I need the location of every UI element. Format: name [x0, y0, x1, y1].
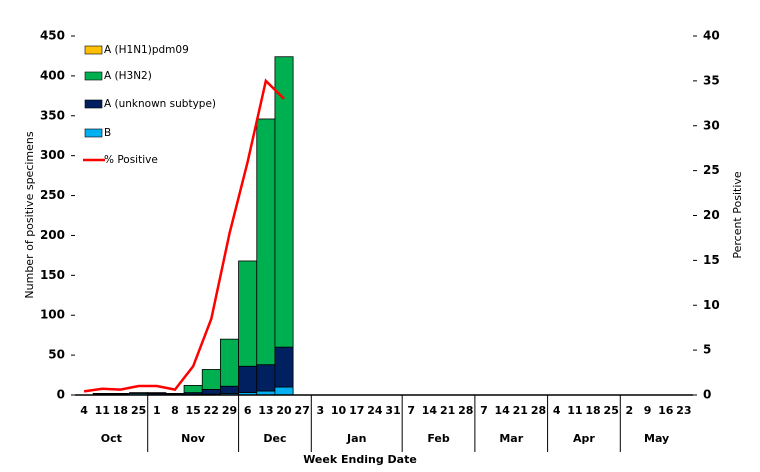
x-tick-label: 1: [153, 404, 161, 417]
x-tick-label: 9: [644, 404, 652, 417]
bar-segment: [129, 392, 149, 394]
x-tick-label: 28: [531, 404, 546, 417]
bar-segment: [256, 364, 276, 392]
legend-swatch: [84, 45, 103, 55]
bar-segment: [274, 386, 294, 396]
bar-segment: [238, 365, 258, 394]
bar-segment: [147, 392, 167, 394]
bar-segment: [220, 385, 239, 394]
x-tick-label: 2: [626, 404, 634, 417]
y-tick-label: 100: [40, 308, 65, 322]
bar-segment: [274, 56, 294, 348]
bar-segment: [274, 346, 294, 388]
y2-tick-label: 20: [703, 208, 720, 222]
x-tick-label: 14: [494, 404, 510, 417]
x-group-label: Apr: [573, 432, 595, 445]
legend-swatch: [84, 128, 103, 138]
legend-label: A (H3N2): [104, 70, 152, 82]
x-tick-label: 29: [222, 404, 237, 417]
y2-tick-label: 35: [703, 73, 720, 87]
x-group-label: May: [644, 432, 669, 445]
x-tick-label: 14: [422, 404, 438, 417]
x-group-label: Oct: [101, 432, 122, 445]
y-tick-label: 200: [40, 228, 65, 242]
legend-swatch: [84, 71, 103, 81]
bar-segment: [201, 369, 221, 390]
x-tick-label: 21: [440, 404, 455, 417]
legend-label: % Positive: [104, 154, 158, 166]
y2-axis-title: Percent Positive: [731, 171, 744, 259]
x-tick-label: 23: [676, 404, 691, 417]
x-tick-label: 11: [95, 404, 110, 417]
y-tick-label: 350: [40, 108, 65, 122]
bar-segment: [92, 393, 112, 395]
legend-swatch: [84, 99, 103, 109]
x-tick-label: 25: [131, 404, 146, 417]
y-tick-label: 250: [40, 188, 65, 202]
y-tick-label: 300: [40, 148, 65, 162]
y-tick-label: 50: [48, 348, 65, 362]
line-series: [83, 78, 285, 393]
y2-tick-label: 25: [703, 163, 720, 177]
x-tick-label: 4: [553, 404, 561, 417]
x-tick-label: 22: [204, 404, 219, 417]
y2-tick-label: 10: [703, 298, 720, 312]
x-tick-label: 8: [171, 404, 179, 417]
x-tick-label: 18: [585, 404, 600, 417]
y-tick-label: 400: [40, 68, 65, 82]
x-group-label: Feb: [427, 432, 450, 445]
y-tick-label: 0: [57, 388, 65, 402]
y2-tick-label: 15: [703, 253, 720, 267]
x-tick-label: 28: [458, 404, 473, 417]
bar-segment: [256, 118, 276, 366]
x-tick-label: 21: [513, 404, 528, 417]
bar-segment: [238, 260, 258, 367]
x-tick-label: 16: [658, 404, 674, 417]
x-tick-label: 17: [349, 404, 364, 417]
x-tick-label: 13: [258, 404, 273, 417]
legend-label: A (H1N1)pdm09: [104, 44, 189, 56]
x-tick-label: 11: [567, 404, 582, 417]
bar-segment: [165, 393, 185, 395]
x-tick-label: 15: [185, 404, 200, 417]
x-group-label: Nov: [181, 432, 206, 445]
x-tick-label: 18: [113, 404, 128, 417]
x-tick-label: 25: [604, 404, 619, 417]
x-tick-label: 20: [276, 404, 292, 417]
bar-segment: [183, 385, 203, 394]
x-tick-label: 6: [244, 404, 252, 417]
y-tick-label: 450: [40, 29, 65, 43]
y-tick-label: 150: [40, 268, 65, 282]
x-group-label: Dec: [263, 432, 286, 445]
x-tick-label: 10: [331, 404, 347, 417]
y2-tick-label: 30: [703, 118, 720, 132]
x-tick-label: 3: [317, 404, 325, 417]
x-tick-label: 7: [407, 404, 415, 417]
x-group-label: Mar: [499, 432, 523, 445]
legend-label: B: [104, 127, 111, 139]
x-tick-label: 4: [80, 404, 88, 417]
x-axis-title: Week Ending Date: [303, 453, 417, 466]
y-axis-title: Number of positive specimens: [23, 131, 36, 298]
y2-tick-label: 5: [703, 343, 711, 357]
x-tick-label: 24: [367, 404, 383, 417]
x-tick-label: 31: [385, 404, 400, 417]
x-group-label: Jan: [346, 432, 366, 445]
x-tick-label: 27: [295, 404, 310, 417]
bar-segment: [201, 389, 221, 395]
y2-tick-label: 40: [703, 29, 720, 43]
bar-segment: [220, 338, 239, 387]
x-tick-label: 7: [480, 404, 488, 417]
bar-segment: [110, 393, 130, 395]
legend-label: A (unknown subtype): [104, 98, 216, 110]
y2-tick-label: 0: [703, 388, 711, 402]
